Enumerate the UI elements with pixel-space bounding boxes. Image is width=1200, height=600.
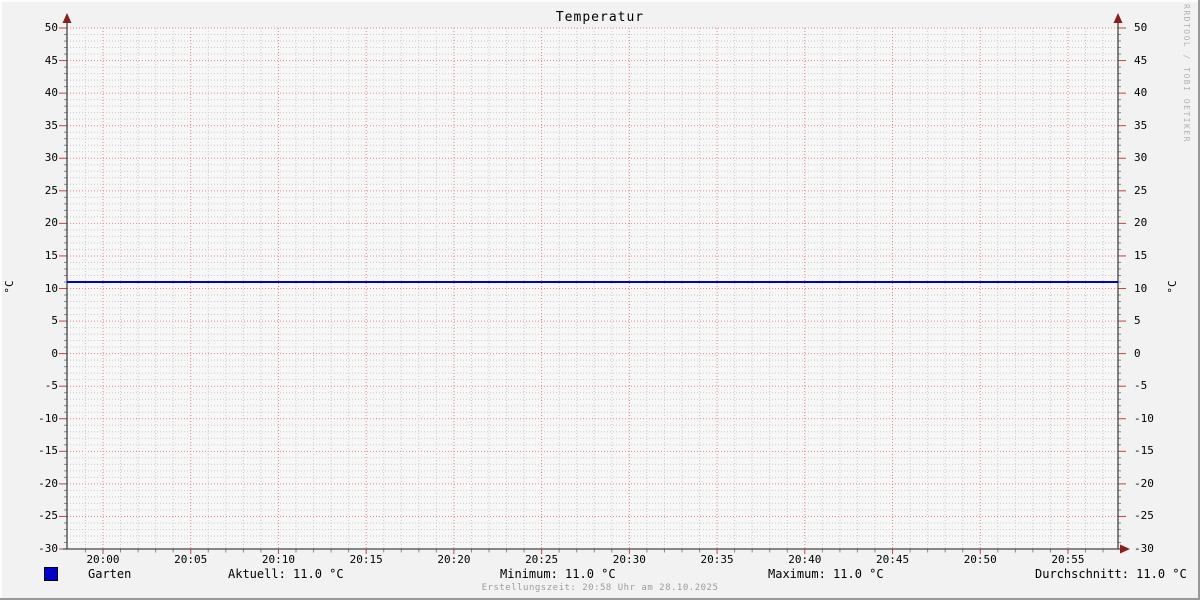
y-tick-label: 40 [44, 86, 58, 100]
y-tick-label: 40 [1134, 86, 1148, 100]
y-tick-label: 15 [44, 248, 58, 262]
y-tick-label: -20 [38, 476, 58, 490]
x-tick-label: 20:25 [525, 553, 559, 566]
y-tick-label: 50 [1134, 21, 1148, 34]
x-tick-label: 20:40 [788, 553, 822, 566]
y-tick-label: 20 [1134, 216, 1148, 230]
y-tick-label: 50 [44, 21, 58, 34]
chart-title: Temperatur [555, 10, 645, 25]
y-tick-label: -25 [38, 509, 58, 523]
y-tick-label: 45 [44, 53, 58, 67]
y-tick-label: 35 [1134, 118, 1148, 132]
x-tick-label: 20:45 [875, 553, 910, 566]
y-tick-label: -15 [1134, 444, 1154, 458]
legend-row: Garten Aktuell: 11.0 °C Minimum: 11.0 °C… [0, 566, 1200, 582]
y-tick-label: -10 [38, 411, 58, 425]
y-tick-label: -30 [1134, 542, 1154, 555]
y-tick-label: 20 [44, 216, 58, 230]
y-tick-label: 5 [1134, 314, 1141, 328]
y-tick-label: 25 [44, 183, 58, 197]
y-tick-label: 5 [51, 314, 58, 328]
x-tick-label: 20:35 [700, 553, 734, 566]
creation-timestamp: Erstellungszeit: 20:58 Uhr am 28.10.2025 [481, 583, 719, 593]
y-tick-label: -30 [38, 542, 58, 555]
y-tick-label: 35 [44, 118, 58, 132]
x-tick-label: 20:15 [349, 553, 383, 566]
y-tick-label: 10 [1134, 281, 1148, 295]
y-axis-unit-right: °C [1166, 280, 1179, 294]
y-tick-label: 10 [44, 281, 58, 295]
y-tick-label: 25 [1134, 183, 1148, 197]
legend-stat-minimum: Minimum: 11.0 °C [500, 567, 616, 581]
x-tick-label: 20:30 [612, 553, 646, 566]
x-tick-label: 20:20 [437, 553, 471, 566]
legend-stat-aktuell: Aktuell: 11.0 °C [228, 567, 344, 581]
y-tick-label: 45 [1134, 53, 1148, 67]
x-tick-label: 20:55 [1051, 553, 1085, 566]
rrdtool-watermark: RRDTOOL / TOBI OETIKER [1182, 4, 1191, 143]
legend-stat-maximum: Maximum: 11.0 °C [768, 567, 884, 581]
x-tick-label: 20:10 [261, 553, 295, 566]
x-tick-label: 20:50 [963, 553, 997, 566]
x-tick-label: 20:05 [174, 553, 208, 566]
legend-label-garten: Garten [88, 567, 132, 581]
y-axis-unit-left: °C [3, 280, 16, 294]
y-tick-label: 15 [1134, 248, 1148, 262]
y-tick-label: -10 [1134, 411, 1154, 425]
y-tick-label: -5 [44, 379, 58, 393]
y-tick-label: -15 [38, 444, 58, 458]
x-tick-label: 20:00 [86, 553, 120, 566]
y-tick-label: -5 [1134, 379, 1148, 393]
y-tick-label: -25 [1134, 509, 1154, 523]
y-tick-label: 30 [44, 151, 58, 165]
y-tick-label: 0 [51, 346, 58, 360]
legend-swatch-garten [44, 567, 58, 581]
y-tick-label: -20 [1134, 476, 1154, 490]
y-tick-label: 0 [1134, 346, 1141, 360]
legend-stat-durchschnitt: Durchschnitt: 11.0 °C [1035, 567, 1187, 581]
y-tick-label: 30 [1134, 151, 1148, 165]
